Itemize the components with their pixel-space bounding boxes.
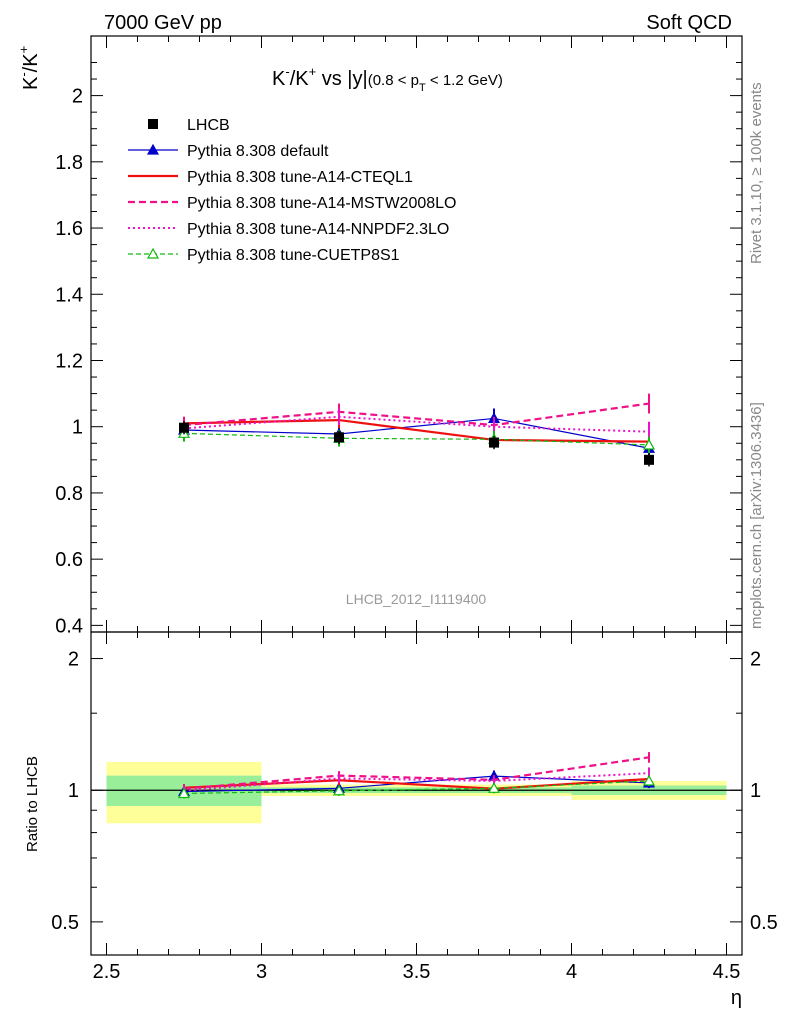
x-axis-label: η xyxy=(731,987,742,1009)
data-point xyxy=(644,454,654,465)
legend-label-cteql1: Pythia 8.308 tune-A14-CTEQL1 xyxy=(187,169,413,186)
ratio-y-tick-label-right: 1 xyxy=(750,780,761,802)
series-line-default xyxy=(183,417,650,449)
title-range-pre: (0.8 < p xyxy=(368,72,419,89)
ylabel-plus: + xyxy=(16,46,31,54)
title-vs: vs |y| xyxy=(316,68,368,90)
ratio-marker-cuetp8s1 xyxy=(642,774,656,786)
title-plus: + xyxy=(309,64,317,79)
energy-label: 7000 GeV pp xyxy=(104,12,222,34)
legend-label-default: Pythia 8.308 default xyxy=(187,143,329,160)
y-tick-label: 1.6 xyxy=(55,218,83,240)
marker-cuetp8s1 xyxy=(642,438,656,450)
ratio-marker-cuetp8s1 xyxy=(177,787,191,799)
series-line-mstw xyxy=(183,402,650,427)
y-tick-label: 2 xyxy=(72,86,83,108)
ratio-y-tick-label-right: 2 xyxy=(750,649,761,671)
y-tick-label: 0.4 xyxy=(55,615,83,637)
main-panel: 0.40.60.811.21.41.61.82 K-/K+ vs |y|(0.8… xyxy=(16,35,743,637)
title-slash-k: /K xyxy=(290,68,310,90)
data-point xyxy=(334,432,344,443)
process-label: Soft QCD xyxy=(646,12,732,34)
ylabel-slash-k: /K xyxy=(20,53,42,73)
main-title: K-/K+ vs |y|(0.8 < pT < 1.2 GeV) xyxy=(272,64,503,94)
y-tick-label: 1.8 xyxy=(55,152,83,174)
title-k: K xyxy=(272,68,286,90)
y-tick-label: 1 xyxy=(72,417,83,439)
y-tick-label: 0.8 xyxy=(55,483,83,505)
ratio-y-tick-label-right: 0.5 xyxy=(750,912,778,934)
ratio-marker-cuetp8s1 xyxy=(332,784,346,796)
y-tick-label: 1.4 xyxy=(55,284,83,306)
data-point xyxy=(179,422,189,433)
ylabel-k: K xyxy=(20,76,42,90)
ratio-y-axis-label: Ratio to LHCB xyxy=(24,756,41,852)
legend-label-nnpdf: Pythia 8.308 tune-A14-NNPDF2.3LO xyxy=(187,221,449,238)
ratio-line-mstw xyxy=(183,756,650,790)
title-minus: - xyxy=(285,64,289,79)
title-range-sub: T xyxy=(419,82,426,94)
ratio-marker-cuetp8s1 xyxy=(487,782,501,793)
x-tick-label: 4 xyxy=(566,961,577,983)
data-point xyxy=(489,437,499,448)
analysis-id-label: LHCB_2012_I1119400 xyxy=(346,591,487,607)
ylabel-minus: - xyxy=(16,72,31,76)
legend: LHCB Pythia 8.308 default Pythia 8.308 tun… xyxy=(128,117,456,264)
legend-marker-cuetp8s1 xyxy=(146,247,160,259)
y-tick-label: 1.2 xyxy=(55,350,83,372)
ratio-line-cteql1 xyxy=(183,777,650,790)
x-tick-label: 3 xyxy=(256,961,267,983)
series-line-cuetp8s1 xyxy=(183,432,650,446)
legend-label-data: LHCB xyxy=(187,117,230,134)
ratio-line-cuetp8s1 xyxy=(183,780,650,795)
x-tick-label: 2.5 xyxy=(93,961,121,983)
ratio-line-default xyxy=(183,775,650,793)
rivet-label: Rivet 3.1.10, ≥ 100k events xyxy=(748,82,765,264)
ratio-y-tick-label-left: 0.5 xyxy=(51,912,79,934)
legend-label-cuetp8s1: Pythia 8.308 tune-CUETP8S1 xyxy=(187,247,400,264)
legend-label-mstw: Pythia 8.308 tune-A14-MSTW2008LO xyxy=(187,195,456,212)
x-tick-label: 4.5 xyxy=(713,961,741,983)
title-range-post: < 1.2 GeV) xyxy=(426,72,503,89)
legend-marker-data xyxy=(148,119,158,129)
series-line-cteql1 xyxy=(183,418,650,443)
x-tick-label: 3.5 xyxy=(403,961,431,983)
ratio-panel: 0.5 0.5 1 1 2 2 2.5 3 3.5 4 4.5 Ratio to LHCB η xyxy=(24,631,778,1009)
ratio-y-tick-label-left: 2 xyxy=(68,649,79,671)
main-y-axis-label: K-/K+ xyxy=(16,46,42,90)
ratio-y-tick-label-left: 1 xyxy=(68,780,79,802)
legend-marker-default xyxy=(146,143,160,155)
mcplots-label: mcplots.cern.ch [arXiv:1306.3436] xyxy=(748,402,765,629)
y-tick-label: 0.6 xyxy=(55,549,83,571)
